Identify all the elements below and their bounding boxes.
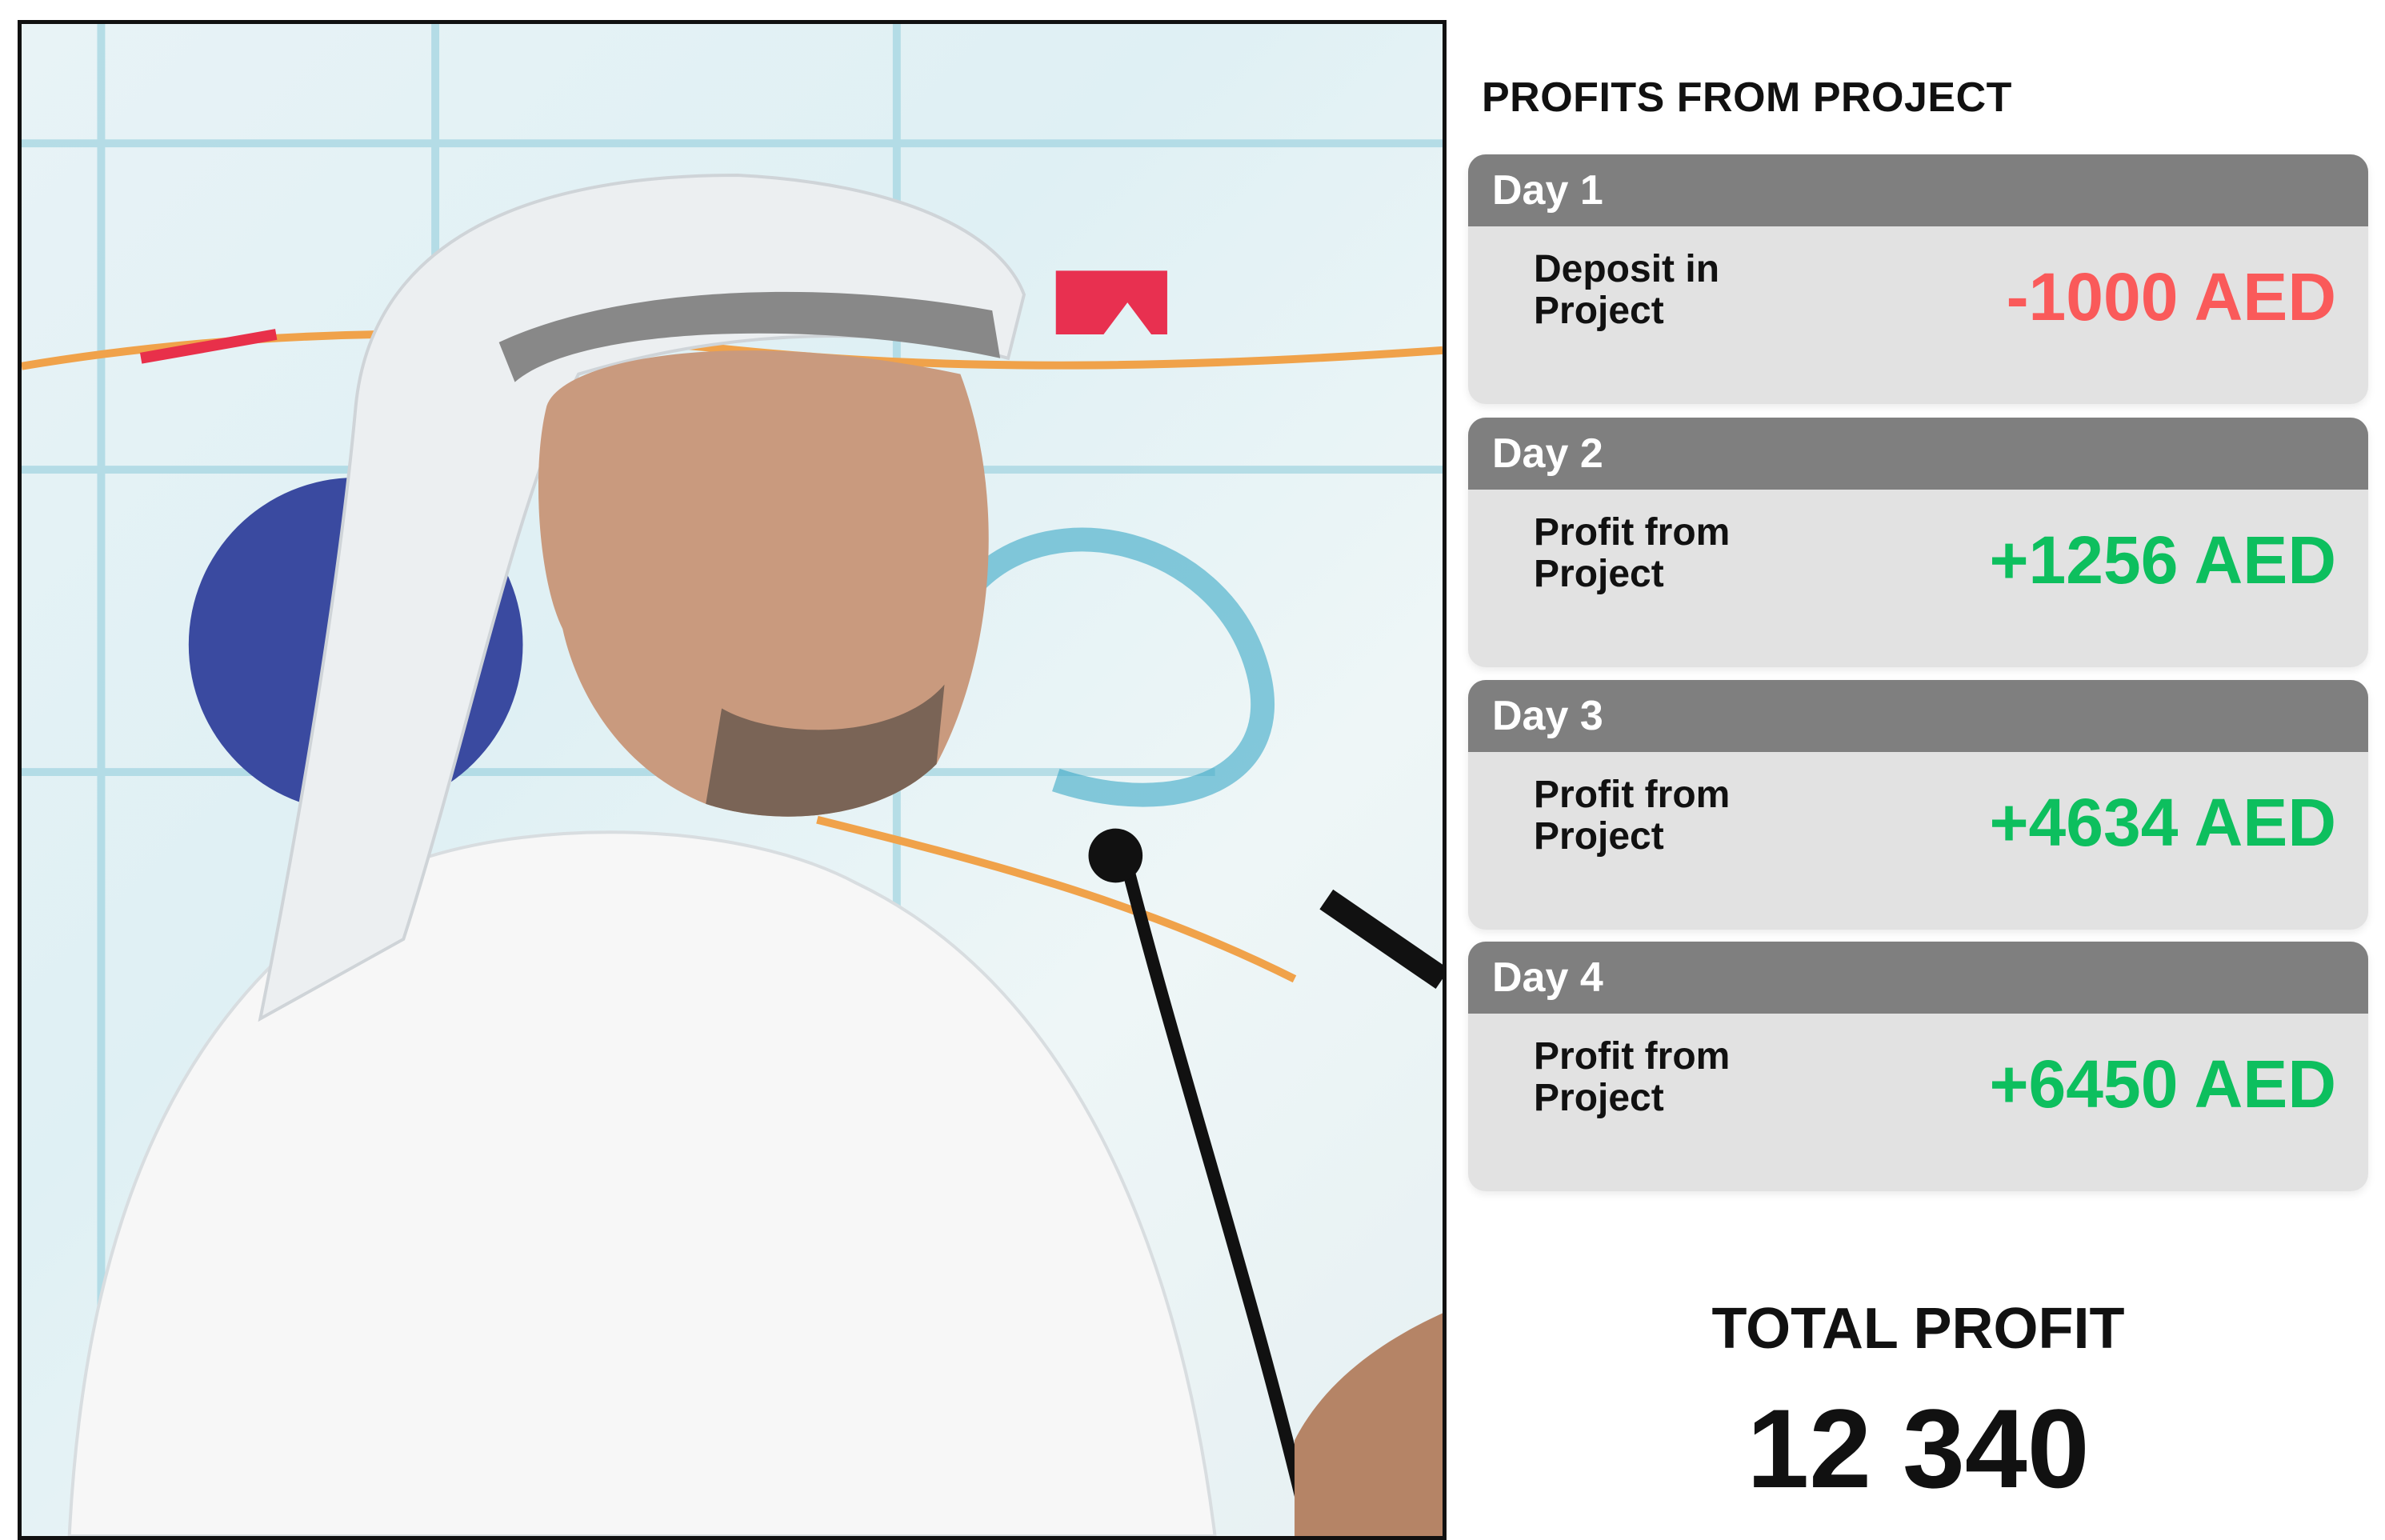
day-card: Day 3 Profit from Project +4634 AED — [1468, 680, 2368, 930]
day-description: Profit from Project — [1534, 511, 1731, 595]
day-label: Day 4 — [1468, 942, 2368, 1014]
photo-illustration — [22, 24, 1443, 1536]
day-label: Day 1 — [1468, 154, 2368, 226]
day-description: Profit from Project — [1534, 1035, 1731, 1119]
day-amount: +4634 AED — [1989, 785, 2337, 860]
day-card: Day 1 Deposit in Project -1000 AED — [1468, 154, 2368, 404]
day-amount: +1256 AED — [1989, 522, 2337, 598]
total-profit-label: TOTAL PROFIT — [1711, 1297, 2125, 1361]
day-card: Day 2 Profit from Project +1256 AED — [1468, 418, 2368, 667]
day-description: Profit from Project — [1534, 774, 1731, 858]
panel-title: PROFITS FROM PROJECT — [1482, 74, 2012, 121]
day-label: Day 2 — [1468, 418, 2368, 490]
day-label: Day 3 — [1468, 680, 2368, 752]
day-card: Day 4 Profit from Project +6450 AED — [1468, 942, 2368, 1191]
total-profit-value: 12 340 — [1747, 1386, 2090, 1511]
day-description: Deposit in Project — [1534, 248, 1720, 332]
day-amount: -1000 AED — [2006, 259, 2336, 334]
day-amount: +6450 AED — [1989, 1046, 2337, 1122]
speaker-photo — [18, 20, 1447, 1540]
